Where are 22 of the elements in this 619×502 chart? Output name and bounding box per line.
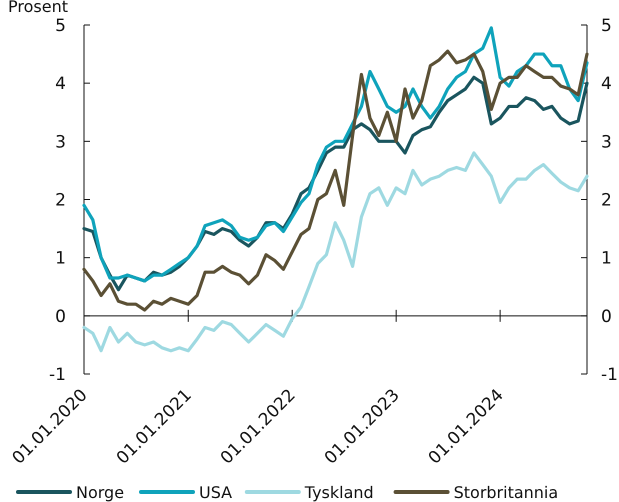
y-tick-label: 3 [55,132,66,152]
line-series [82,26,589,283]
y-axis-title: Prosent [8,0,68,16]
legend-label: Tyskland [304,483,374,502]
y2-tick-label: 5 [601,16,612,36]
y2-tick-label: 4 [601,74,612,94]
y-tick-label: 1 [55,248,66,269]
y-tick-label: 5 [55,16,66,36]
y-tick-label: -1 [49,365,66,385]
y2-tick-label: 0 [601,306,612,327]
line-series [82,50,589,312]
y2-tick-label: 1 [601,248,612,269]
y-tick-label: 4 [55,74,66,94]
legend-label: USA [199,483,232,502]
line-series [82,151,589,352]
y2-tick-label: 3 [601,132,612,152]
y2-tick-label: -1 [601,365,618,385]
y2-tick-label: 2 [601,190,612,210]
legend-label: Storbritannia [454,483,558,502]
y-tick-label: 2 [55,190,66,210]
y-tick-label: 0 [55,306,66,327]
legend-label: Norge [76,483,124,502]
